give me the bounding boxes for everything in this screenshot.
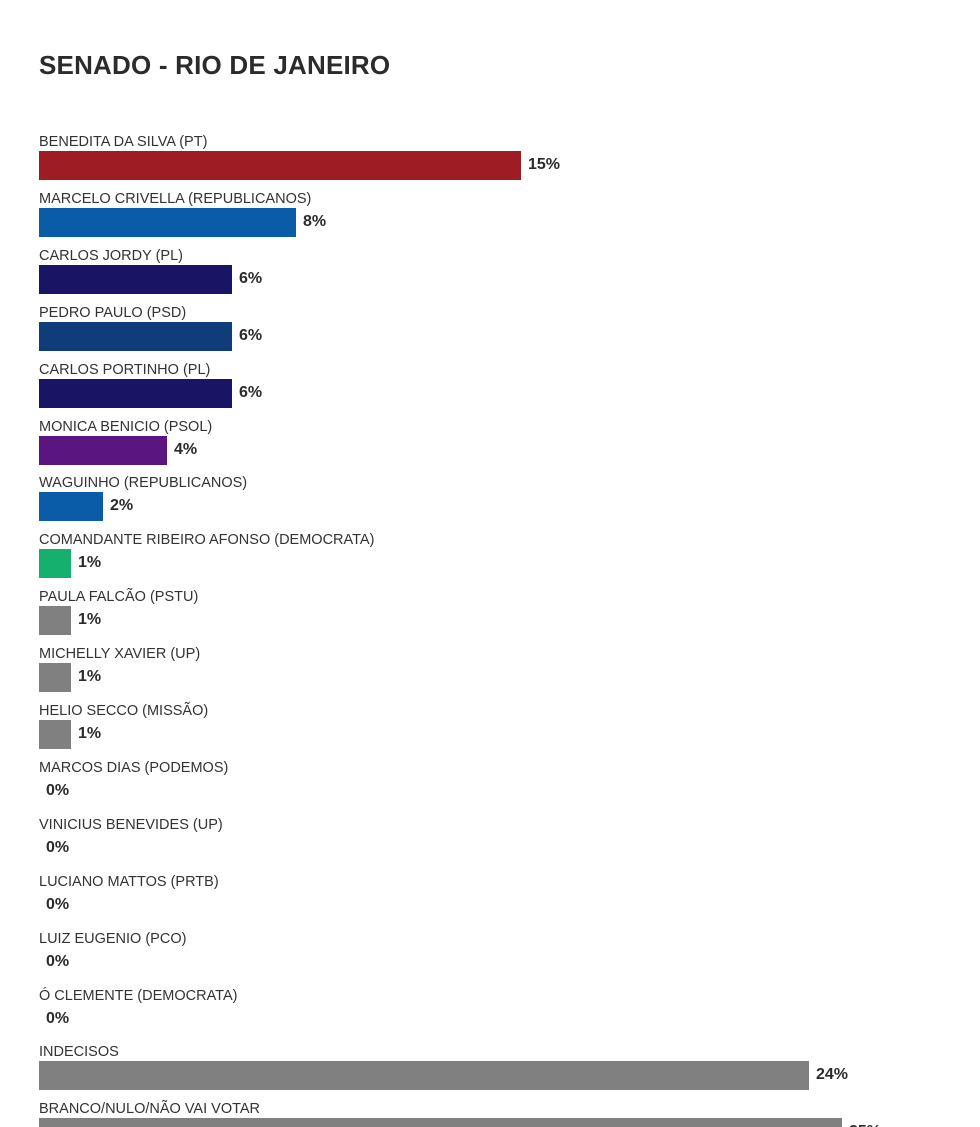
bar-value-label: 1% [78, 725, 102, 742]
bar-row: MONICA BENICIO (PSOL) 4% [39, 418, 969, 475]
bar-category-label: LUIZ EUGENIO (PCO) [39, 930, 187, 947]
bar-value-label: 1% [78, 668, 102, 686]
bar [39, 720, 71, 749]
bar-value-label: 6% [239, 383, 263, 401]
bar [39, 378, 232, 408]
bar-row: BENEDITA DA SILVA (PT) 15% [39, 133, 969, 190]
bar-category-label: INDECISOS [39, 1044, 119, 1061]
bar [39, 606, 71, 636]
bar-category-label: BRANCO/NULO/NÃO VAI VOTAR [39, 1101, 261, 1118]
bar [39, 1118, 842, 1127]
bar-value-label: 25% [849, 1122, 881, 1127]
bar-category-label: CARLOS JORDY (PL) [39, 247, 183, 264]
bar-value-label: 8% [303, 212, 327, 230]
bar [39, 1061, 809, 1091]
bar [39, 264, 232, 294]
bar-category-label: MICHELLY XAVIER (UP) [39, 646, 201, 663]
bar-row: COMANDANTE RIBEIRO AFONSO (DEMOCRATA) 1% [39, 531, 969, 588]
bar-value-label: 0% [46, 838, 70, 856]
bar [39, 663, 71, 693]
bar-value-label: 0% [46, 895, 70, 913]
bar-value-label: 0% [46, 1009, 70, 1027]
bar-row: VINICIUS BENEVIDES (UP) 0% [39, 816, 969, 873]
bar-value-label: 2% [110, 497, 134, 515]
bar-category-label: CARLOS PORTINHO (PL) [39, 361, 211, 378]
bar-category-label: MARCOS DIAS (PODEMOS) [39, 759, 229, 776]
bar [39, 435, 167, 465]
bar-category-label: VINICIUS BENEVIDES (UP) [39, 816, 223, 833]
bar-category-label: LUCIANO MATTOS (PRTB) [39, 873, 219, 890]
bar-value-label: 24% [816, 1066, 849, 1084]
bar [39, 492, 103, 522]
bar-row: Ó CLEMENTE (DEMOCRATA) 0% [39, 987, 969, 1044]
bar-category-label: MARCELO CRIVELLA (REPUBLICANOS) [39, 190, 312, 207]
bar-row: MARCELO CRIVELLA (REPUBLICANOS) 8% [39, 190, 969, 247]
bar [39, 207, 296, 237]
bar-category-label: WAGUINHO (REPUBLICANOS) [39, 475, 248, 492]
bar-row: WAGUINHO (REPUBLICANOS) 2% [39, 474, 969, 531]
chart-title: SENADO - RIO DE JANEIRO [39, 50, 391, 80]
bar-row: MICHELLY XAVIER (UP) 1% [39, 645, 969, 702]
bar-category-label: COMANDANTE RIBEIRO AFONSO (DEMOCRATA) [39, 532, 375, 549]
bar-row: PAULA FALCÃO (PSTU) 1% [39, 588, 969, 645]
bar-row: BRANCO/NULO/NÃO VAI VOTAR 25% [39, 1100, 969, 1127]
bar-row: LUCIANO MATTOS (PRTB) 0% [39, 873, 969, 930]
bar-value-label: 4% [174, 440, 198, 458]
bar-value-label: 1% [78, 611, 102, 629]
bar-row: HELIO SECCO (MISSÃO) 1% [39, 702, 969, 759]
bar-category-label: PAULA FALCÃO (PSTU) [39, 589, 199, 606]
bar [39, 549, 71, 579]
bar-value-label: 0% [46, 781, 70, 799]
bar-row: INDECISOS 24% [39, 1043, 969, 1100]
bar-value-label: 1% [78, 554, 102, 572]
bar-row: LUIZ EUGENIO (PCO) 0% [39, 930, 969, 987]
bar-row: MARCOS DIAS (PODEMOS) 0% [39, 759, 969, 816]
bar [39, 151, 521, 180]
bar-value-label: 0% [46, 952, 70, 970]
bar-value-label: 6% [239, 269, 263, 287]
bar-row: CARLOS PORTINHO (PL) 6% [39, 361, 969, 418]
bar-value-label: 6% [239, 326, 263, 344]
bar-category-label: BENEDITA DA SILVA (PT) [39, 134, 208, 150]
bar [39, 321, 232, 351]
bar-category-label: HELIO SECCO (MISSÃO) [39, 703, 209, 719]
bar-category-label: Ó CLEMENTE (DEMOCRATA) [39, 987, 238, 1004]
bar-row: CARLOS JORDY (PL) 6% [39, 247, 969, 304]
bar-row: PEDRO PAULO (PSD) 6% [39, 304, 969, 361]
bar-value-label: 15% [528, 156, 561, 173]
bar-category-label: MONICA BENICIO (PSOL) [39, 418, 213, 435]
bar-category-label: PEDRO PAULO (PSD) [39, 304, 187, 321]
